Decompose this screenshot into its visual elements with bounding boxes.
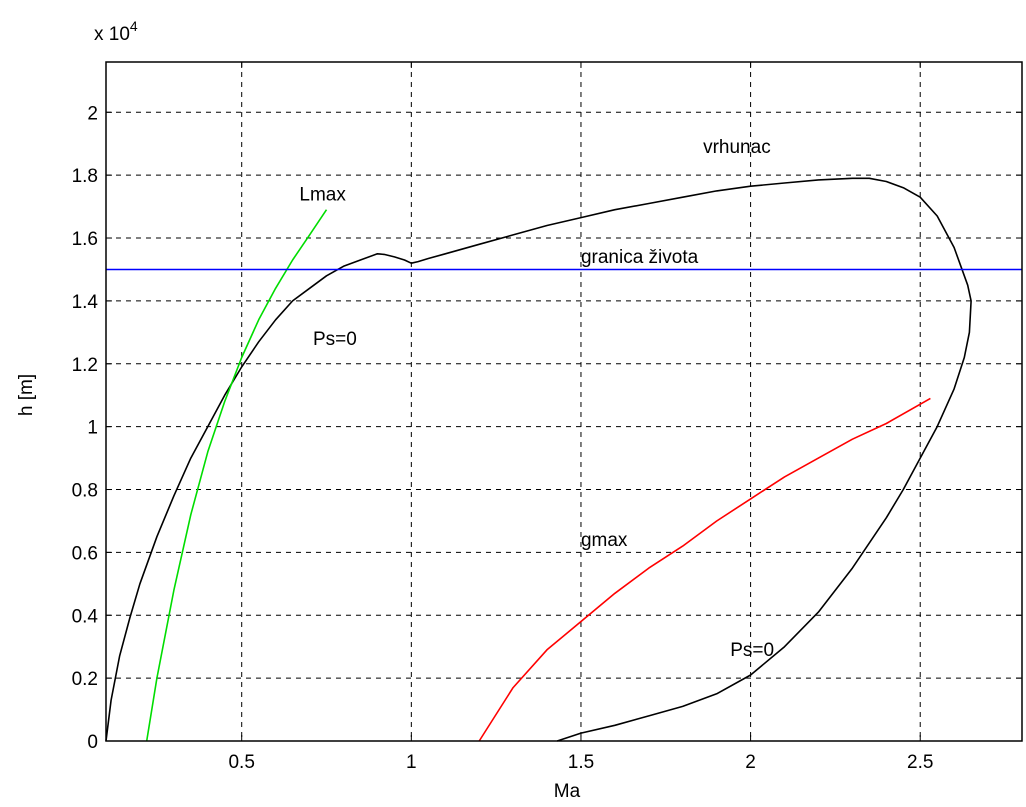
series-line-2 — [478, 397, 931, 742]
series-line-0 — [105, 177, 972, 742]
y-tick-label: 1.2 — [72, 355, 98, 376]
plot-frame — [105, 61, 1023, 742]
x-tick-label: 2.5 — [907, 752, 933, 773]
y-axis-label: h [m] — [16, 374, 37, 416]
annotation-label-4: gmax — [581, 530, 628, 551]
y-multiplier-label: x 104 — [94, 18, 138, 45]
y-tick-label: 1 — [87, 418, 98, 439]
y-multiplier-base: x 10 — [94, 24, 130, 45]
x-tick-label: 1.5 — [568, 752, 594, 773]
annotation-label-0: vrhunac — [703, 137, 771, 158]
y-tick-label: 2 — [87, 103, 98, 124]
annotation-label-1: Lmax — [299, 184, 346, 205]
x-tick-label: 1 — [406, 752, 417, 773]
y-tick-label: 0 — [87, 732, 98, 753]
annotation-label-2: granica života — [581, 247, 699, 268]
tick-layer: 0.5 1 1.5 2 2.5 0 0.2 0.4 0.6 0.8 1 1.2 1.4 1.6 1.8 2 — [72, 62, 1022, 773]
y-tick-label: 0.6 — [72, 543, 98, 564]
y-multiplier-exponent: 4 — [130, 18, 138, 34]
y-tick-label: 1.4 — [72, 292, 99, 313]
x-tick-label: 0.5 — [228, 752, 254, 773]
series-line-1 — [145, 209, 328, 742]
annotation-layer: vrhunac Lmax granica života Ps=0 gmax Ps=0 — [299, 137, 774, 661]
x-axis-label: Ma — [554, 781, 581, 802]
series-layer — [105, 177, 1022, 742]
y-tick-label: 0.4 — [72, 606, 99, 627]
x-tick-label: 2 — [745, 752, 756, 773]
y-tick-label: 1.8 — [72, 166, 98, 187]
y-tick-label: 0.8 — [72, 481, 98, 502]
annotation-label-5: Ps=0 — [730, 640, 774, 661]
y-tick-label: 0.2 — [72, 669, 98, 690]
y-tick-label: 1.6 — [72, 229, 98, 250]
annotation-label-3: Ps=0 — [313, 329, 357, 350]
